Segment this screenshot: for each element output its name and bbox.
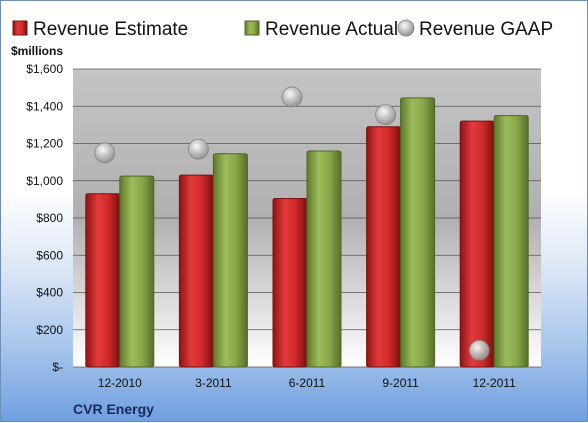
y-tick-label: $1,400 — [26, 99, 63, 113]
bar-revenue-actual — [306, 150, 342, 368]
marker-revenue-gaap — [187, 138, 209, 160]
company-name: CVR Energy — [73, 401, 154, 417]
bar-revenue-estimate — [272, 197, 308, 368]
marker-revenue-gaap — [281, 86, 303, 108]
x-tick-label: 12-2010 — [98, 376, 142, 390]
bar-revenue-estimate — [366, 126, 402, 368]
x-axis-ticks: 12-2010 3-2011 6-2011 9-2011 12-2011 — [98, 376, 516, 390]
gaap-markers — [94, 86, 490, 361]
x-tick-label: 6-2011 — [289, 376, 326, 390]
y-tick-label: $200 — [36, 323, 63, 337]
legend-swatch-revenue-gaap — [397, 19, 415, 37]
bar-revenue-actual — [493, 115, 529, 368]
y-axis-unit-label: $millions — [11, 44, 63, 58]
bar-revenue-estimate — [178, 174, 214, 368]
marker-revenue-gaap — [94, 142, 116, 164]
y-tick-label: $800 — [36, 211, 63, 225]
bars — [85, 97, 529, 368]
y-tick-label: $400 — [36, 286, 63, 300]
y-tick-label: $1,600 — [26, 62, 63, 76]
y-tick-label: $1,200 — [26, 137, 63, 151]
legend-label: Revenue Actual — [265, 19, 398, 40]
bar-revenue-actual — [212, 153, 248, 368]
bar-revenue-estimate — [85, 193, 121, 368]
bar-revenue-estimate — [459, 120, 495, 368]
marker-revenue-gaap — [468, 339, 490, 361]
y-tick-label: $1,000 — [26, 174, 63, 188]
y-tick-label: $- — [52, 360, 63, 374]
bar-revenue-actual — [119, 175, 155, 368]
legend-label: Revenue Estimate — [33, 19, 188, 40]
legend: Revenue Estimate Revenue Actual Revenue GA… — [12, 19, 553, 40]
x-tick-label: 3-2011 — [195, 376, 232, 390]
marker-revenue-gaap — [375, 104, 397, 126]
y-axis-ticks: $- $200 $400 $600 $800 $1,000 $1,200 $1,400 $1,6… — [26, 62, 63, 374]
bar-revenue-actual — [400, 97, 436, 368]
legend-swatch-revenue-estimate — [12, 20, 28, 36]
legend-label: Revenue GAAP — [419, 19, 553, 40]
x-tick-label: 9-2011 — [382, 376, 419, 390]
legend-swatch-revenue-actual — [244, 20, 260, 36]
x-tick-label: 12-2011 — [473, 376, 516, 390]
y-tick-label: $600 — [36, 248, 63, 262]
